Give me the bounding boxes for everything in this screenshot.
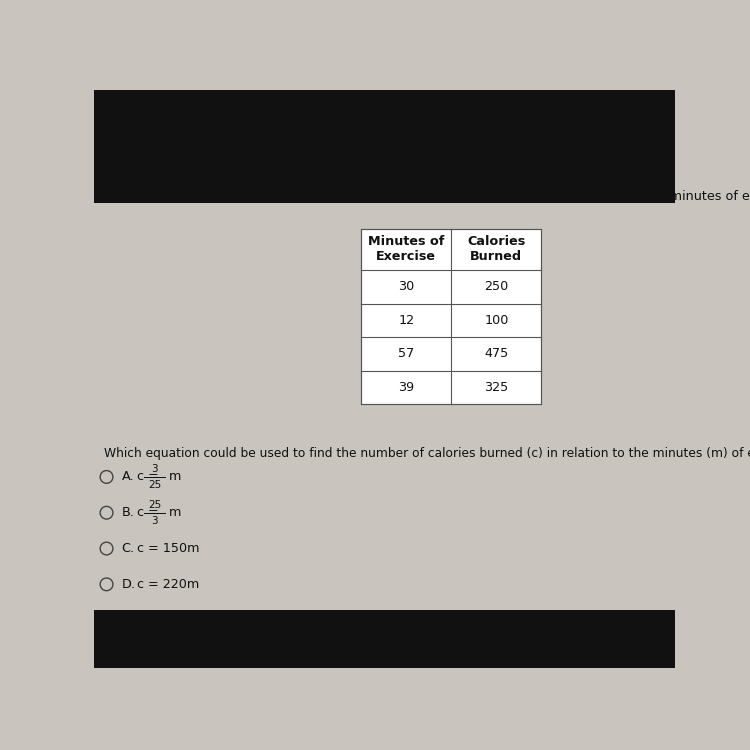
Text: Minutes of
Exercise: Minutes of Exercise — [368, 236, 444, 263]
Text: 475: 475 — [484, 347, 508, 361]
Text: m: m — [170, 506, 182, 519]
Text: 39: 39 — [398, 381, 414, 394]
Text: 3: 3 — [152, 516, 158, 526]
Text: c =: c = — [137, 470, 163, 484]
Text: C.: C. — [122, 542, 135, 555]
Text: 30: 30 — [398, 280, 414, 293]
Text: c = 150m: c = 150m — [137, 542, 200, 555]
Bar — [94, 90, 675, 202]
Text: 250: 250 — [484, 280, 508, 293]
Text: Calories
Burned: Calories Burned — [467, 236, 526, 263]
Text: m: m — [170, 470, 182, 484]
Text: The table below shows the relationship between the number of calories burned and: The table below shows the relationship b… — [104, 190, 750, 203]
Text: c = 220m: c = 220m — [137, 578, 200, 591]
Text: 325: 325 — [484, 381, 508, 394]
Bar — [362, 229, 542, 404]
Text: 3: 3 — [152, 464, 158, 474]
Text: B.: B. — [122, 506, 134, 519]
Text: c =: c = — [137, 506, 163, 519]
Text: 25: 25 — [148, 500, 161, 510]
Bar — [94, 610, 675, 668]
Text: 57: 57 — [398, 347, 414, 361]
Text: D.: D. — [122, 578, 136, 591]
Text: 25: 25 — [148, 480, 161, 490]
Text: A.: A. — [122, 470, 134, 484]
Text: 12: 12 — [398, 314, 414, 327]
Text: 100: 100 — [484, 314, 508, 327]
Text: Which equation could be used to find the number of calories burned (c) in relati: Which equation could be used to find the… — [104, 447, 750, 460]
